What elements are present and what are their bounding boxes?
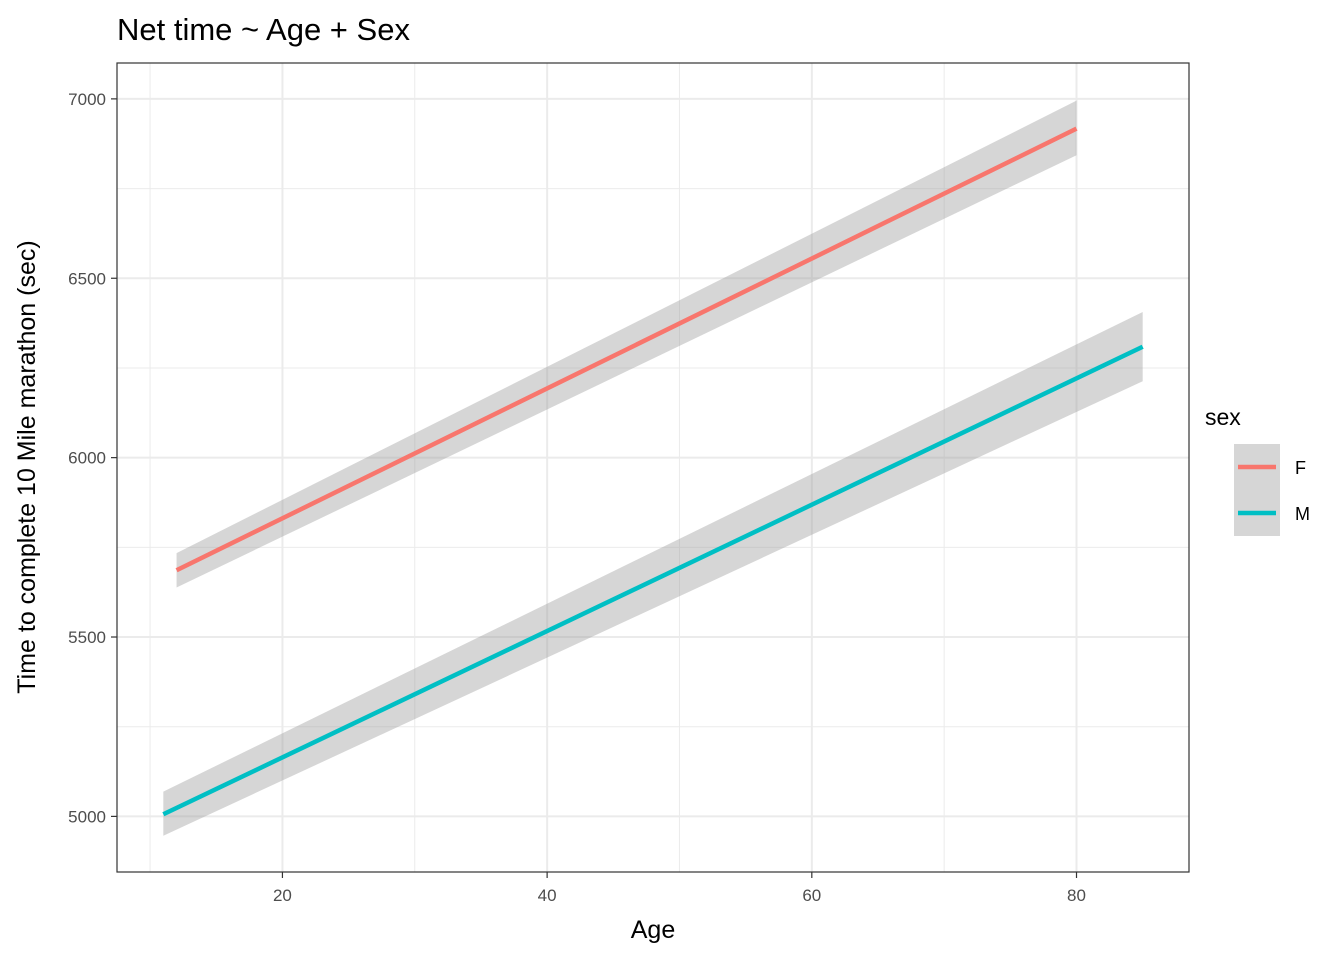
series-lines	[162, 126, 1144, 817]
y-axis-title: Time to complete 10 Mile marathon (sec)	[13, 240, 41, 693]
legend-title: sex	[1205, 404, 1241, 430]
y-tick-label: 5000	[68, 807, 106, 826]
ci-ribbon-M	[163, 311, 1143, 836]
confidence-ribbons	[163, 100, 1143, 836]
legend-items: FM	[1234, 444, 1310, 536]
x-tick-label: 80	[1067, 886, 1086, 905]
y-tick-label: 5500	[68, 628, 106, 647]
plot-panel	[117, 63, 1189, 872]
y-axis: 5000 5500 6000 6500 7000	[68, 90, 117, 826]
ci-ribbon-F	[176, 100, 1077, 588]
legend-label-F: F	[1295, 458, 1306, 478]
series-line-F	[175, 126, 1078, 573]
x-tick-label: 40	[538, 886, 557, 905]
legend: sex FM	[1205, 404, 1310, 536]
x-axis-title: Age	[631, 916, 675, 944]
y-tick-label: 7000	[68, 90, 106, 109]
x-axis: 20 40 60 80	[273, 872, 1086, 905]
y-tick-label: 6500	[68, 269, 106, 288]
plot-border	[116, 62, 1190, 873]
minor-gridlines	[117, 63, 1189, 872]
chart-title: Net time ~ Age + Sex	[117, 12, 410, 47]
major-gridlines	[117, 63, 1189, 872]
x-tick-label: 60	[802, 886, 821, 905]
legend-label-M: M	[1295, 504, 1310, 524]
series-line-M	[162, 344, 1144, 817]
y-tick-label: 6000	[68, 449, 106, 468]
x-tick-label: 20	[273, 886, 292, 905]
plot-area	[116, 62, 1190, 873]
